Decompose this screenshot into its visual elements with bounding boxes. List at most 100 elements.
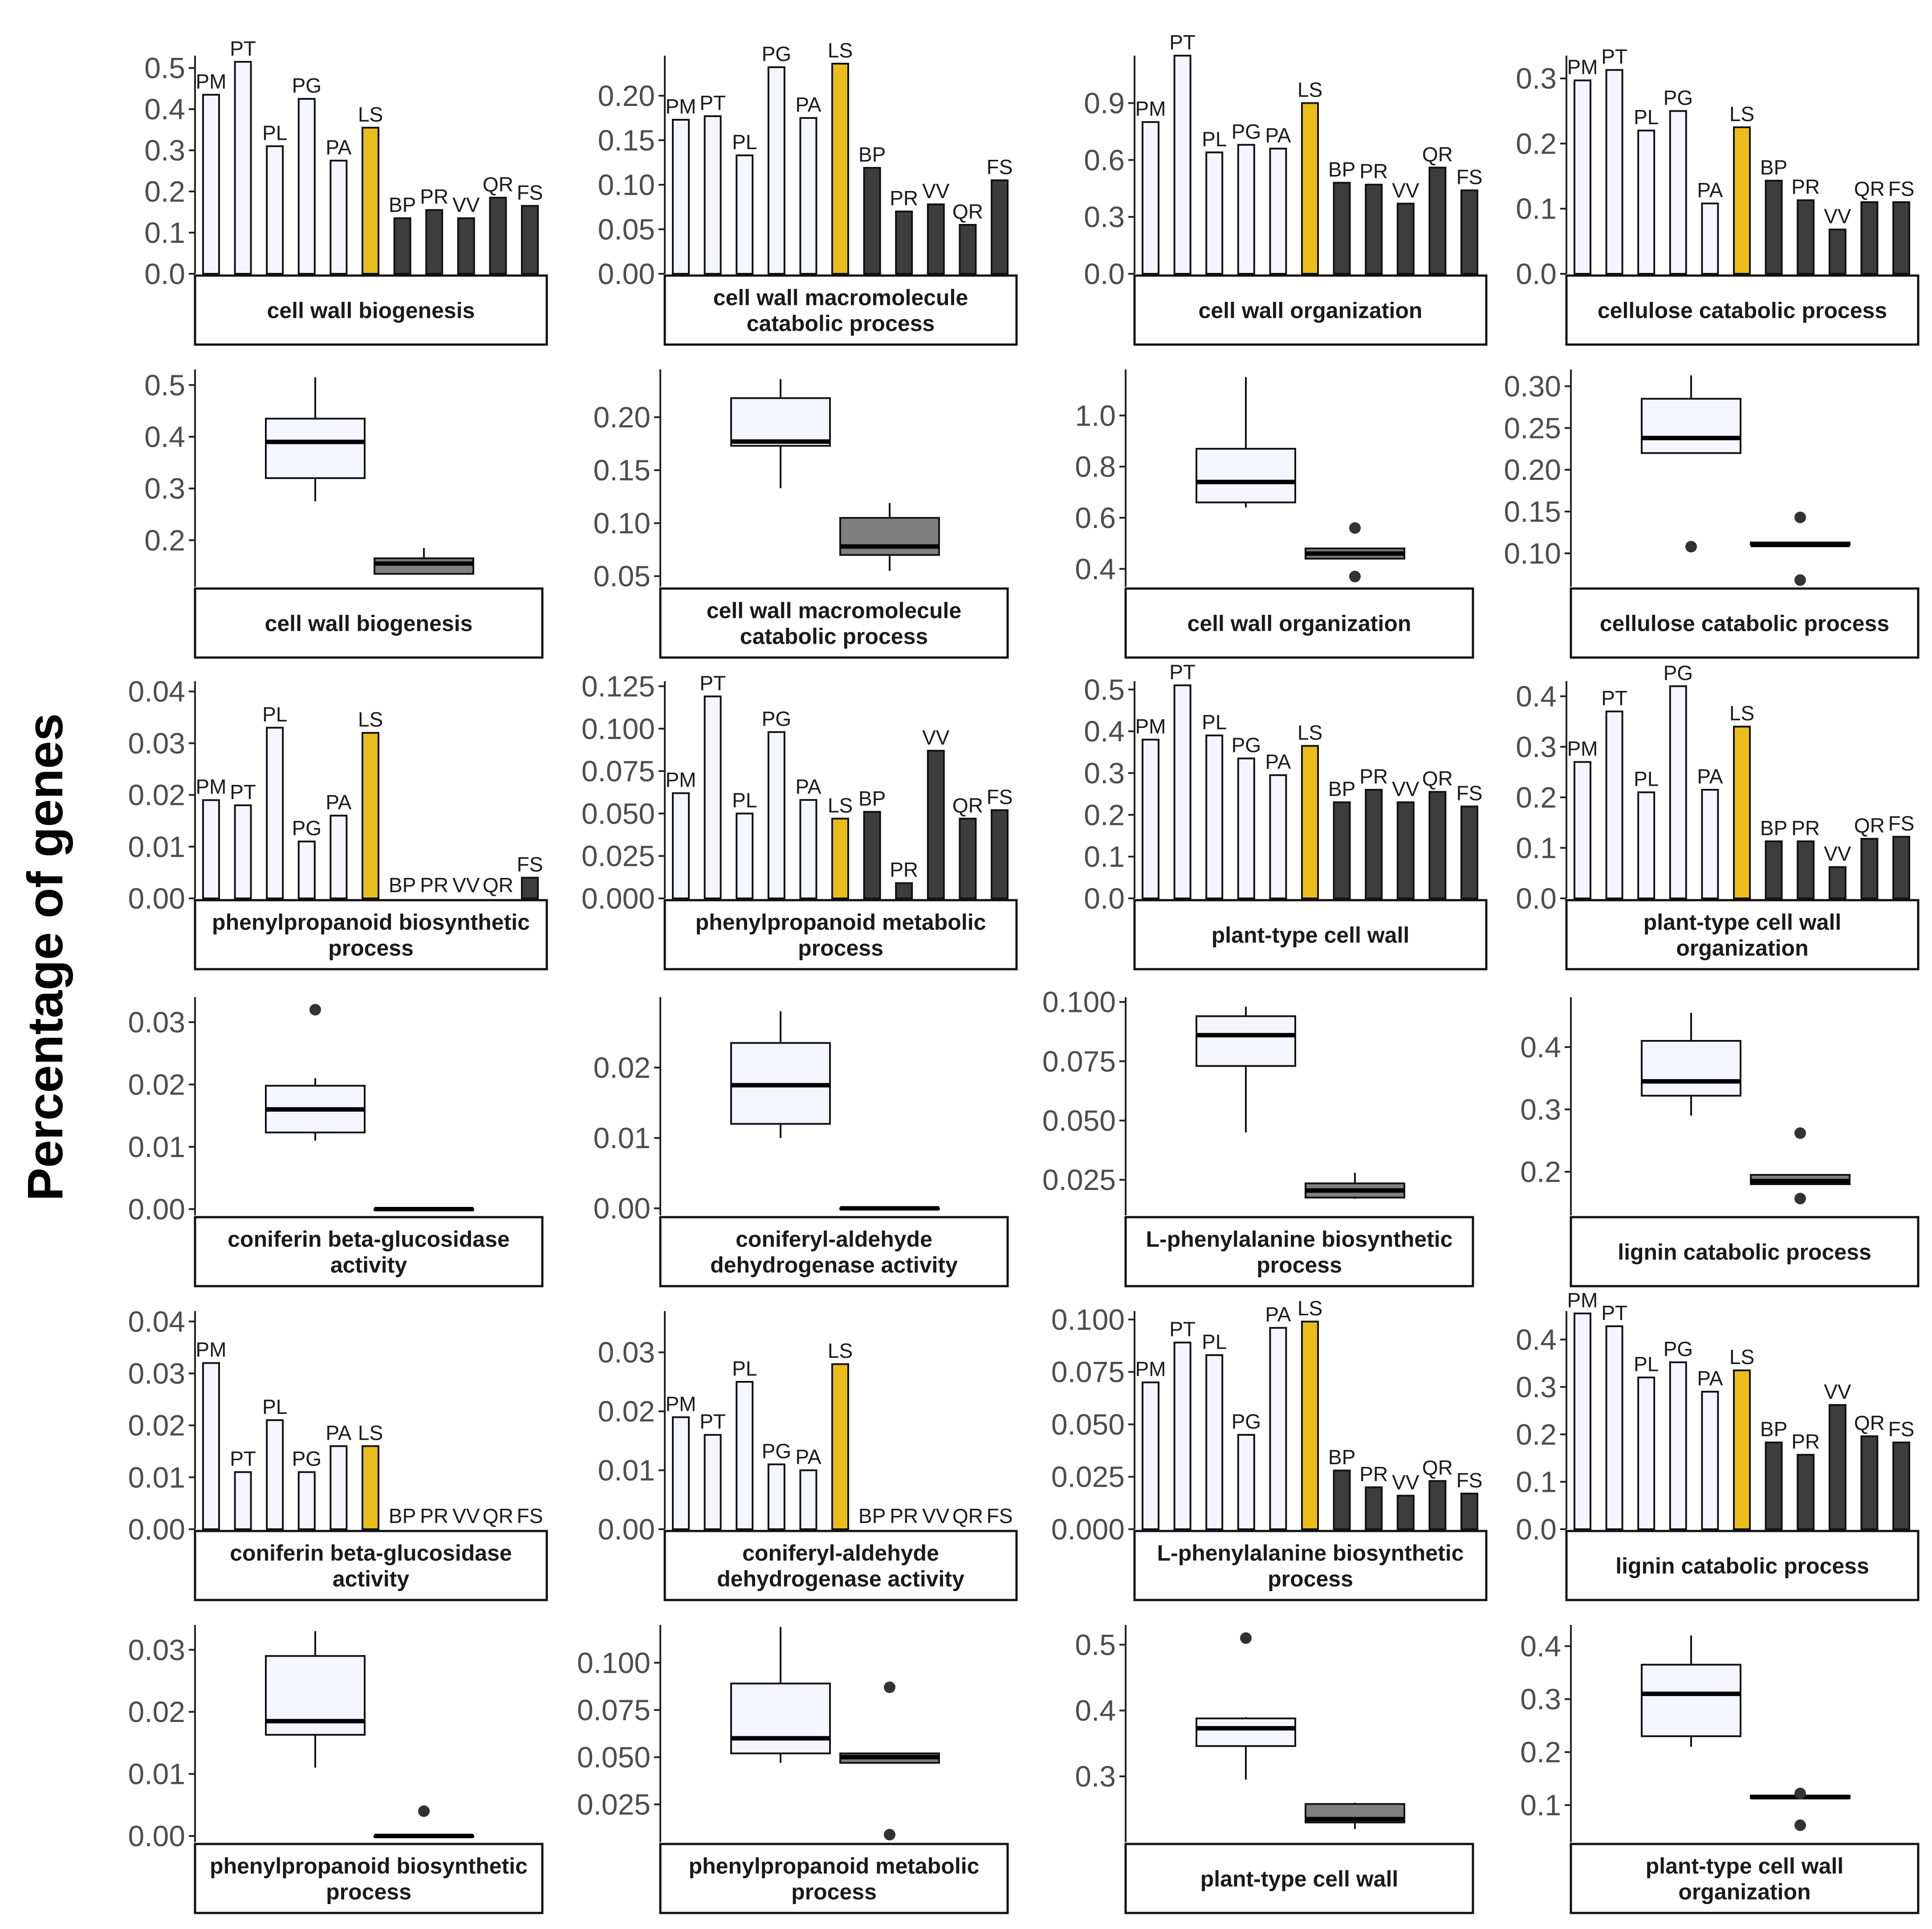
bar-PG	[297, 841, 316, 899]
box-group-1	[1641, 375, 1741, 552]
bar-label-PA: PA	[1697, 1367, 1723, 1390]
y-tick-label: 0.02	[128, 779, 185, 812]
bar-PM	[202, 1362, 220, 1531]
y-tick-label: 0.03	[128, 1633, 185, 1666]
bar-QR	[1428, 1480, 1447, 1530]
box-iqr	[1641, 1040, 1741, 1097]
y-tick-label: 0.2	[1084, 798, 1125, 831]
y-tick-label: 0.2	[1520, 1155, 1561, 1188]
bar-VV	[927, 203, 945, 275]
y-tick-label: 0.00	[598, 257, 655, 290]
y-tick-label: 0.4	[1075, 1694, 1116, 1727]
bar-label-BP: BP	[1328, 1446, 1355, 1469]
box-group-1	[1196, 1007, 1296, 1133]
y-tick-label: 0.20	[1504, 453, 1561, 486]
box-group-2	[1305, 1803, 1405, 1829]
bar-BP	[1333, 801, 1351, 899]
facet-strip	[194, 899, 548, 971]
bar-label-PA: PA	[325, 791, 351, 814]
y-tick-label: 0.3	[144, 472, 185, 505]
facet-strip	[663, 274, 1018, 346]
bar-PA	[1269, 147, 1287, 275]
panel-box-21: 0.025 0.050 0.075 0.100 phenylpropanoid meta…	[577, 1625, 1009, 1914]
box-group-2	[374, 1805, 474, 1839]
bar-label-LS: LS	[1297, 721, 1322, 744]
y-tick-label: 0.25	[1504, 411, 1561, 444]
bar-label-LS: LS	[1297, 1297, 1322, 1320]
bar-PG	[767, 1463, 785, 1530]
y-tick-label: 0.025	[577, 1788, 651, 1821]
bar-PL	[1637, 130, 1655, 275]
box-group-1	[1196, 1632, 1296, 1780]
box-iqr	[839, 517, 940, 556]
y-tick-label: 0.9	[1084, 87, 1125, 120]
y-tick-label: 0.4	[1075, 552, 1116, 585]
bar-PT	[704, 695, 722, 899]
bar-label-PL: PL	[1634, 768, 1659, 791]
bar-PR	[1365, 789, 1383, 899]
bar-BP	[1333, 1470, 1351, 1530]
facet-strip-title: process	[791, 1880, 877, 1905]
bar-label-FS: FS	[987, 1504, 1013, 1527]
bar-PM	[1574, 761, 1591, 900]
facet-strip-title: cellulose catabolic process	[1598, 298, 1887, 323]
bar-LS	[1733, 726, 1751, 899]
bar-PG	[767, 66, 785, 275]
bar-PT	[1173, 55, 1192, 275]
y-tick-label: 0.01	[128, 1461, 185, 1494]
y-tick-label: 0.3	[1075, 1760, 1116, 1793]
bar-PR	[1365, 183, 1383, 275]
y-tick-label: 0.10	[1504, 537, 1561, 570]
y-tick-label: 0.1	[1084, 840, 1125, 873]
bar-label-FS: FS	[517, 181, 543, 204]
bar-PL	[1637, 791, 1655, 900]
bar-QR	[1860, 201, 1879, 275]
y-tick-label: 0.000	[1051, 1513, 1125, 1546]
bar-FS	[1460, 1492, 1478, 1530]
outlier-point	[1794, 512, 1806, 524]
bar-label-PL: PL	[732, 130, 757, 154]
panel-box-13: 0.00 0.01 0.02 coniferyl-aldehydedehydrogen…	[594, 997, 1009, 1287]
y-tick-label: 0.1	[144, 216, 185, 249]
facet-strip	[663, 899, 1018, 971]
bar-PT	[1605, 711, 1623, 899]
box-group-1	[265, 1004, 366, 1141]
facet-strip	[1133, 274, 1488, 346]
bar-label-PT: PT	[1169, 660, 1196, 683]
bar-PL	[1205, 151, 1224, 275]
y-tick-label: 0.100	[1051, 1303, 1125, 1336]
bar-QR	[959, 224, 977, 275]
bar-PG	[1669, 1361, 1687, 1530]
facet-strip-title: process	[328, 936, 414, 961]
y-tick-label: 0.6	[1075, 501, 1116, 534]
box-group-1	[265, 377, 366, 502]
y-tick-label: 0.3	[1520, 1093, 1561, 1126]
bar-label-PG: PG	[1664, 86, 1693, 109]
bar-PM	[1142, 1381, 1159, 1531]
bar-LS	[1301, 745, 1319, 899]
y-tick-label: 0.4	[1084, 715, 1125, 748]
y-tick-label: 0.01	[128, 1758, 185, 1791]
y-tick-label: 0.3	[1520, 1683, 1561, 1716]
y-tick-label: 0.2	[144, 524, 185, 556]
bar-PA	[1701, 203, 1719, 275]
y-tick-label: 0.2	[144, 175, 185, 208]
y-tick-label: 0.03	[598, 1336, 655, 1369]
bar-label-LS: LS	[1729, 702, 1754, 725]
bar-label-LS: LS	[1729, 102, 1754, 126]
bar-label-PT: PT	[1601, 45, 1627, 68]
bar-label-PR: PR	[420, 185, 448, 208]
bar-PA	[799, 1469, 818, 1531]
bar-label-BP: BP	[858, 787, 886, 810]
bar-label-PM: PM	[666, 1392, 696, 1415]
bar-PG	[297, 1471, 316, 1531]
bar-label-PM: PM	[1135, 1357, 1166, 1381]
bar-FS	[991, 809, 1009, 899]
bar-PT	[1605, 1325, 1623, 1530]
bar-label-BP: BP	[858, 143, 886, 166]
bar-PA	[329, 815, 348, 899]
bar-label-PL: PL	[732, 1357, 757, 1380]
